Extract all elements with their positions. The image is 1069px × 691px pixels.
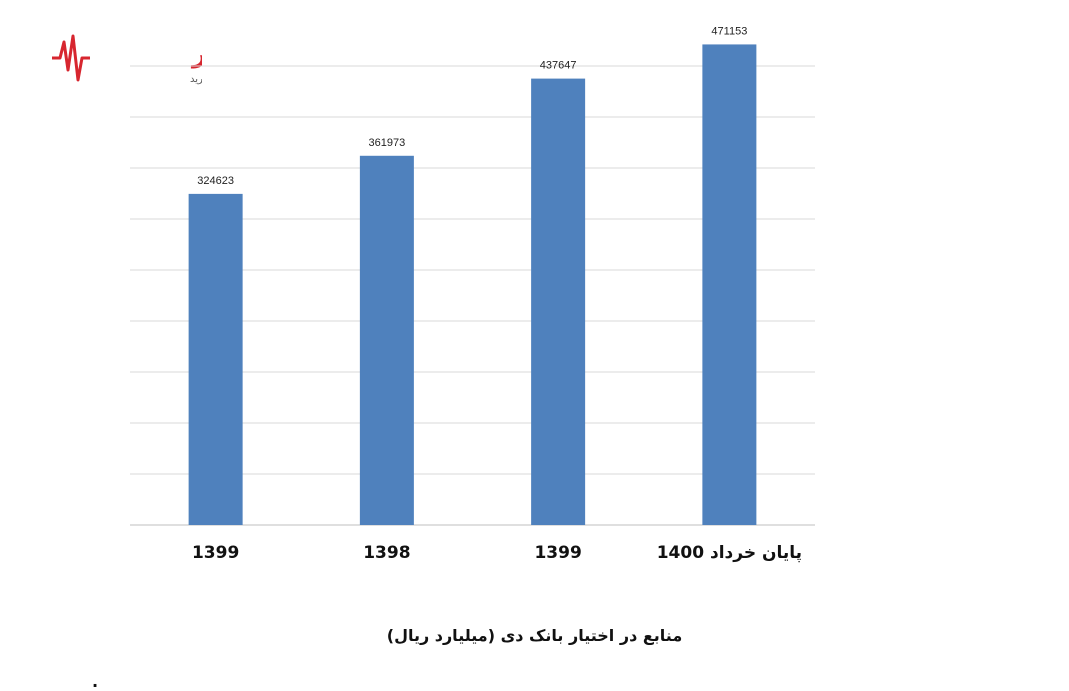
category-label: 1399: [192, 543, 239, 563]
data-label: 361973: [369, 137, 406, 149]
data-labels: 324623 361973 437647 471153: [197, 25, 747, 186]
bars: [188, 44, 757, 526]
bar: [188, 193, 243, 526]
category-label: 1399: [534, 543, 581, 563]
data-label: 471153: [711, 25, 747, 37]
category-labels: 1399 1398 1399 پایان خرداد 1400: [192, 543, 802, 563]
logo-tagline: نبض بازار را به دست بگیرید: [190, 73, 202, 85]
bar: [702, 44, 757, 525]
data-label: 437647: [540, 60, 577, 72]
bar: [359, 155, 414, 525]
bar-chart: 324623 361973 437647 471153 1399 1398 1399 پای…: [130, 25, 815, 563]
footnote-dot: .: [92, 672, 99, 691]
category-label: پایان خرداد 1400: [657, 543, 802, 563]
gridlines: [130, 65, 815, 526]
data-label: 324623: [197, 175, 234, 187]
logo-name: نبض بازار: [190, 39, 202, 69]
bar: [531, 78, 586, 525]
chart-title: منابع در اختیار بانک دی (میلیارد ریال): [386, 626, 683, 645]
brand-logo: نبض بازار نبض بازار را به دست بگیرید: [52, 34, 202, 85]
category-label: 1398: [363, 543, 410, 563]
pulse-line-icon: [52, 34, 90, 82]
